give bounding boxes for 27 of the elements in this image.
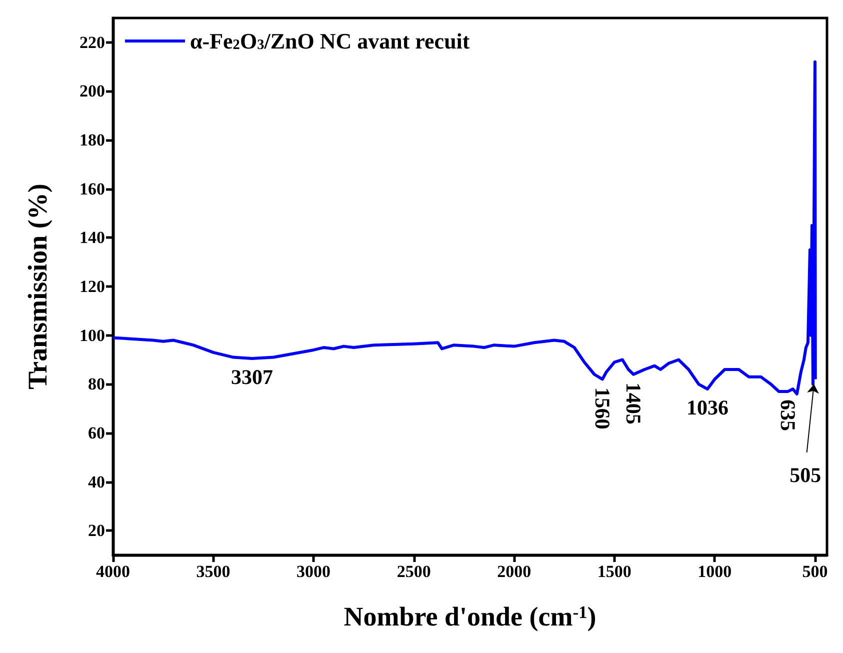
x-tick-label: 1500: [597, 562, 632, 581]
y-axis-title: Transmission (%): [22, 184, 52, 390]
x-tick-label: 3000: [296, 562, 331, 581]
y-tick-label: 20: [88, 521, 105, 540]
legend-label: α-Fe2O3/ZnO NC avant recuit: [190, 28, 470, 54]
y-tick-label: 100: [80, 326, 105, 345]
y-tick-label: 160: [80, 179, 105, 198]
x-tick-label: 500: [802, 562, 828, 581]
annotation: 505: [790, 463, 822, 488]
annotation: 1036: [686, 396, 728, 420]
y-tick-label: 120: [80, 277, 105, 296]
y-tick-label: 180: [80, 130, 105, 150]
annotation: 1560: [590, 387, 614, 430]
y-tick-label: 220: [80, 32, 105, 52]
annotation: 1405: [621, 382, 646, 424]
x-tick-label: 3500: [196, 562, 230, 581]
x-tick-label: 4000: [96, 562, 130, 581]
annotation: 3307: [230, 365, 273, 390]
y-tick-label: 200: [80, 82, 105, 101]
x-tick-label: 1000: [698, 562, 732, 581]
x-tick-label: 2500: [396, 562, 431, 581]
y-tick-label: 80: [88, 374, 105, 394]
y-tick-label: 140: [80, 228, 105, 248]
y-tick-label: 60: [88, 423, 105, 442]
x-tick-label: 2000: [497, 562, 532, 581]
y-tick-label: 40: [88, 472, 105, 492]
annotation: 635: [776, 399, 800, 431]
